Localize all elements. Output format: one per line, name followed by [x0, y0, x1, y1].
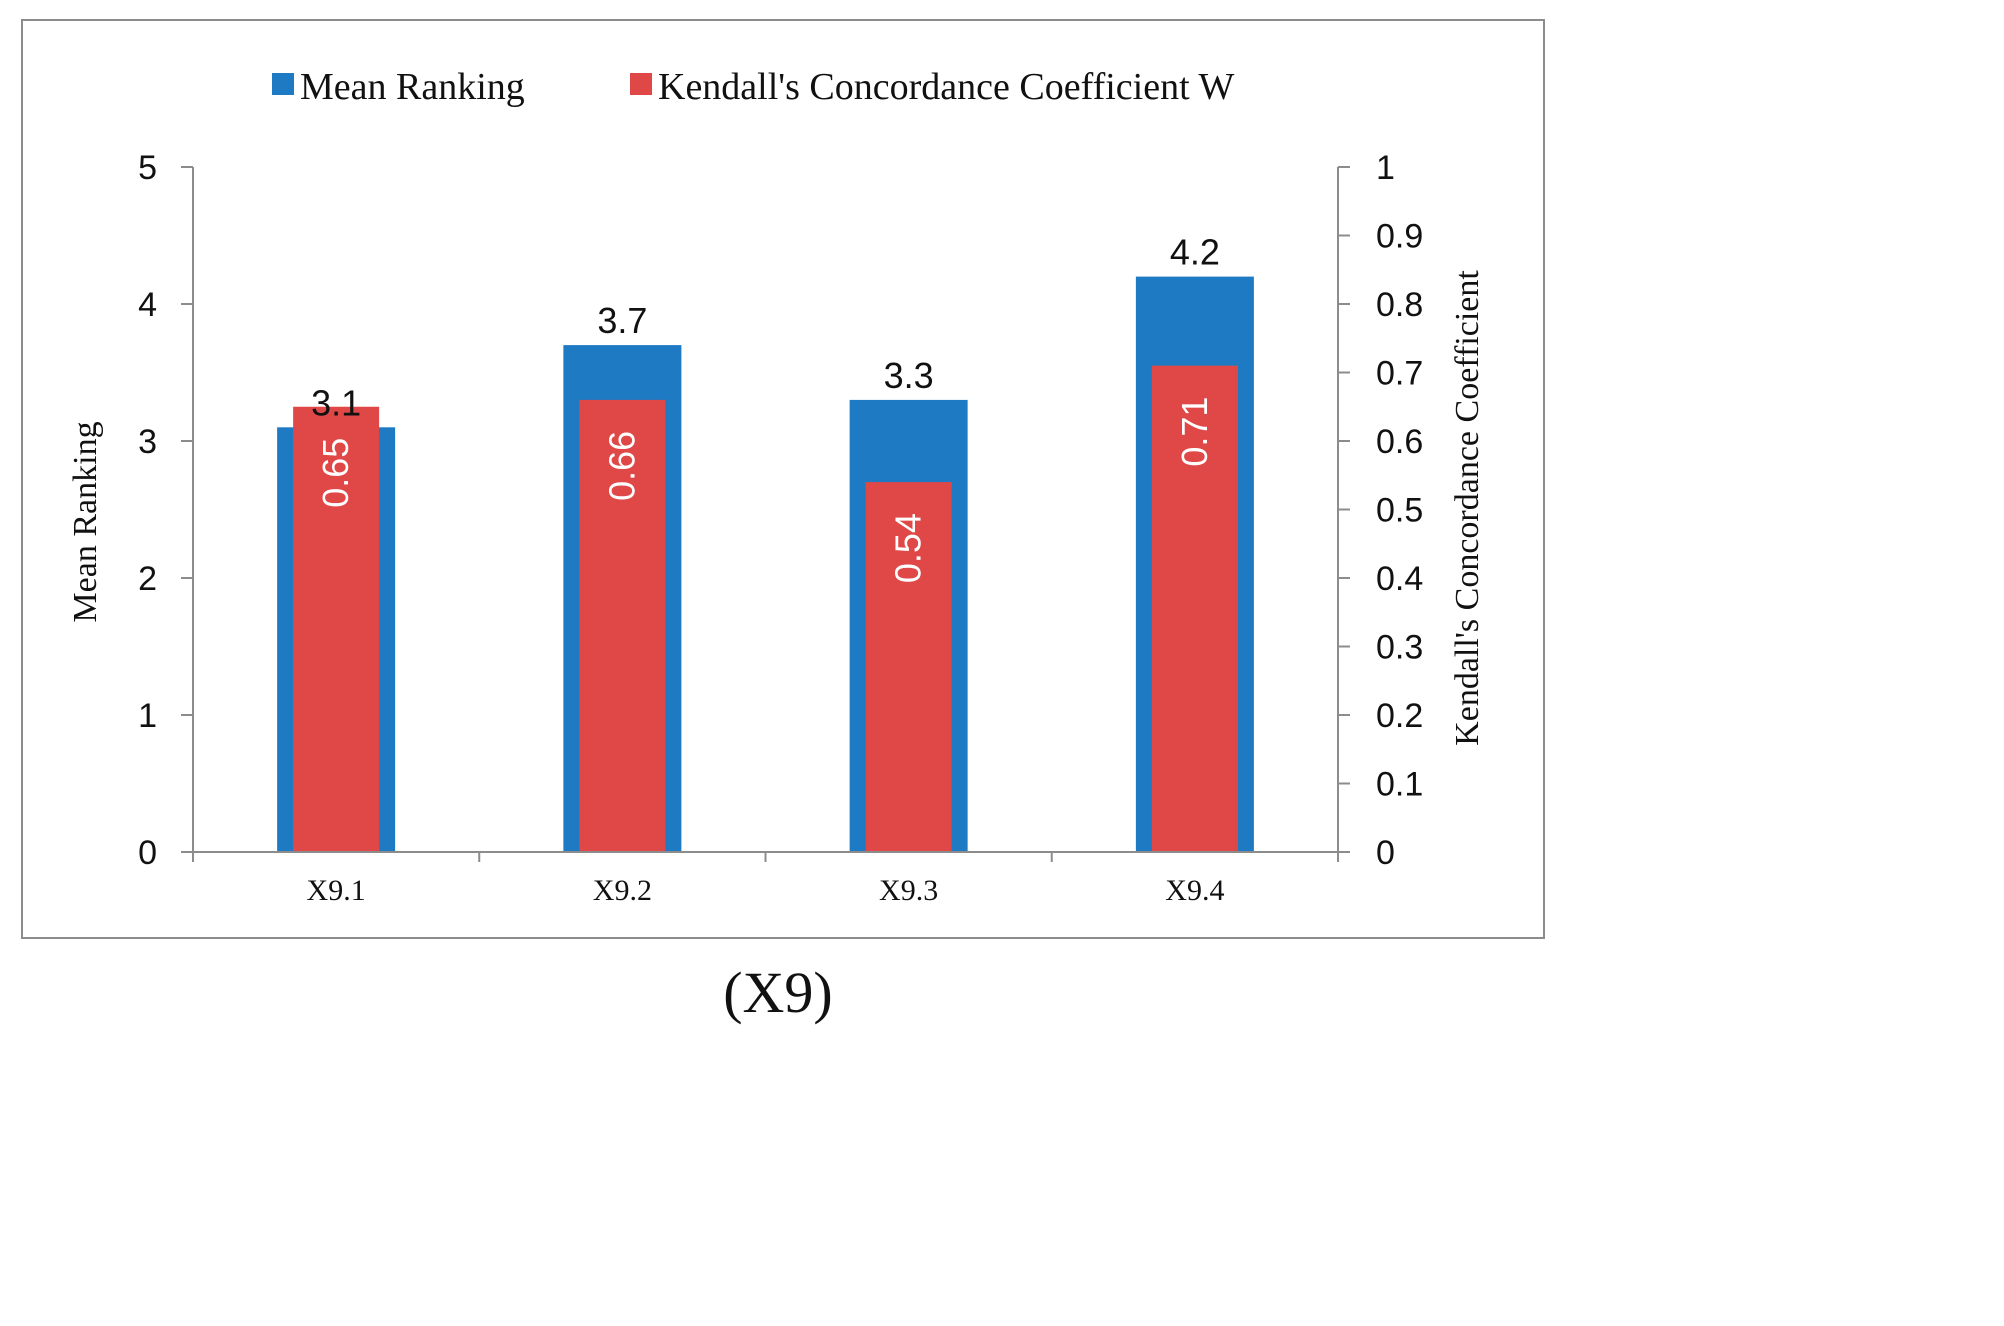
x-tick-label: X9.3 — [879, 874, 938, 907]
y-axis-label-left: Mean Ranking — [67, 421, 104, 622]
y-tick-label-right: 0 — [1376, 834, 1395, 872]
bar-kendall-w — [579, 399, 666, 852]
data-label-kendall-w: 0.54 — [888, 513, 929, 583]
y-tick-label-right: 0.3 — [1376, 629, 1423, 667]
chart: Mean Ranking Kendall's Concordance Coeffi… — [21, 19, 1545, 1025]
y-tick-label-right: 0.2 — [1376, 697, 1423, 735]
figure-caption: (X9) — [723, 960, 833, 1025]
bar-kendall-w — [293, 406, 380, 852]
bar-kendall-w — [1151, 365, 1238, 852]
data-label-mean-ranking: 3.7 — [597, 300, 647, 341]
y-tick-label-left: 5 — [138, 149, 157, 187]
y-tick-label-right: 0.6 — [1376, 423, 1423, 461]
legend-swatch — [630, 73, 652, 95]
data-label-mean-ranking: 4.2 — [1170, 232, 1220, 273]
legend-label: Mean Ranking — [300, 66, 525, 108]
legend: Mean Ranking Kendall's Concordance Coeffi… — [272, 66, 1234, 108]
y-tick-label-right: 0.7 — [1376, 355, 1423, 393]
legend-swatch — [272, 73, 294, 95]
data-label-mean-ranking: 3.1 — [311, 382, 361, 423]
bars — [277, 276, 1254, 853]
y-tick-label-right: 0.8 — [1376, 286, 1423, 324]
y-tick-label-right: 0.1 — [1376, 766, 1423, 804]
data-label-kendall-w: 0.71 — [1174, 397, 1215, 467]
y-tick-label-right: 1 — [1376, 149, 1395, 187]
y-tick-label-left: 0 — [138, 834, 157, 872]
x-tick-label: X9.1 — [307, 874, 366, 907]
y-tick-label-right: 0.9 — [1376, 218, 1423, 256]
y-tick-label-right: 0.4 — [1376, 560, 1423, 598]
data-labels: X9.1 3.1 0.65 X9.2 3.7 0.66 X9.3 3.3 0.54 X9.4 4.2… — [307, 232, 1225, 907]
y-tick-label-left: 3 — [138, 423, 157, 461]
y-tick-label-right: 0.5 — [1376, 492, 1423, 530]
axes: 0 1 2 3 4 5 0 0.1 0.2 0.3 0.4 0.5 0.6 0.7 0.8 0.9 1 — [138, 149, 1423, 872]
chart-border — [21, 19, 1545, 939]
data-label-mean-ranking: 3.3 — [884, 355, 934, 396]
data-label-kendall-w: 0.66 — [601, 431, 642, 501]
bar-kendall-w — [865, 482, 952, 852]
x-tick-label: X9.2 — [593, 874, 652, 907]
x-tick-label: X9.4 — [1165, 874, 1224, 907]
y-tick-label-left: 1 — [138, 697, 157, 735]
y-tick-label-left: 4 — [138, 286, 157, 324]
y-axis-label-right: Kendall's Concordance Coefficient — [1449, 270, 1486, 746]
data-label-kendall-w: 0.65 — [315, 438, 356, 508]
y-tick-label-left: 2 — [138, 560, 157, 598]
legend-label: Kendall's Concordance Coefficient W — [658, 66, 1234, 108]
